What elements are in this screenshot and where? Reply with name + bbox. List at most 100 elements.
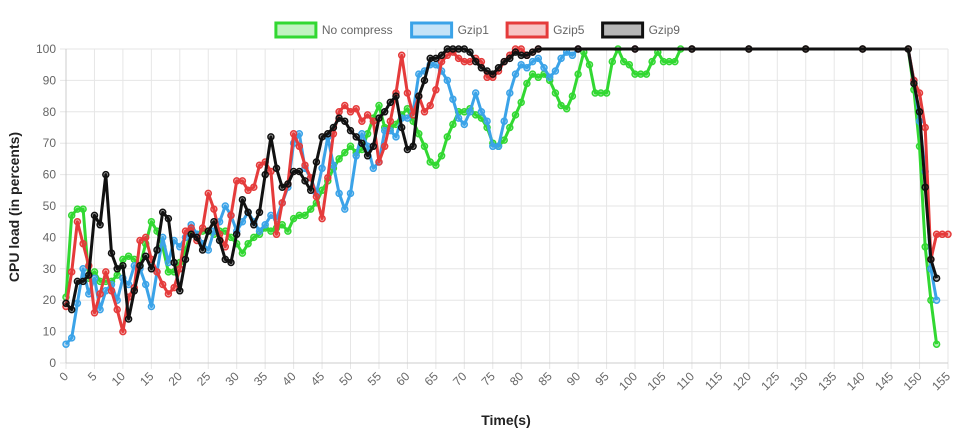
legend-swatch	[274, 21, 318, 39]
x-tick-label: 0	[56, 369, 71, 384]
data-point	[523, 51, 531, 60]
data-point	[107, 249, 116, 257]
data-point	[346, 142, 355, 151]
data-point	[136, 261, 144, 270]
data-point	[921, 243, 929, 251]
data-point	[915, 108, 924, 116]
data-point	[585, 60, 594, 69]
data-point	[306, 205, 315, 213]
data-point	[255, 208, 264, 217]
data-point	[910, 79, 918, 88]
data-point	[119, 261, 127, 270]
data-point	[551, 89, 560, 97]
data-point	[238, 249, 247, 257]
data-point	[403, 114, 412, 122]
legend-swatch	[601, 21, 645, 39]
data-point	[79, 239, 87, 248]
data-point	[261, 170, 269, 179]
x-tick-label: 115	[702, 369, 726, 393]
data-point	[119, 255, 127, 264]
data-point	[278, 199, 286, 207]
data-point	[932, 340, 941, 348]
y-tick-label: 50	[43, 199, 57, 213]
data-point	[352, 152, 360, 160]
data-point	[500, 117, 508, 125]
data-point	[147, 217, 156, 226]
x-tick-label: 25	[194, 369, 214, 389]
data-point	[437, 51, 446, 60]
data-point	[289, 214, 298, 223]
y-tick-label: 0	[49, 356, 56, 370]
data-point	[369, 142, 378, 151]
data-point	[921, 123, 929, 132]
data-point	[454, 54, 463, 63]
x-tick-label: 65	[422, 369, 442, 389]
data-point	[557, 54, 565, 63]
data-point	[62, 340, 70, 348]
x-tick-label: 30	[222, 369, 242, 389]
legend-item-gzip1[interactable]: Gzip1	[410, 21, 490, 39]
data-point	[261, 221, 269, 229]
data-point	[153, 268, 161, 276]
series-gzip5	[62, 45, 952, 336]
legend-item-gzip5[interactable]: Gzip5	[505, 21, 585, 39]
data-point	[176, 287, 184, 295]
data-point	[341, 117, 349, 125]
data-point	[460, 120, 469, 129]
data-point	[238, 177, 247, 185]
data-point	[420, 108, 429, 116]
data-point	[608, 57, 617, 66]
data-point	[119, 327, 127, 336]
data-point	[517, 60, 525, 69]
data-point	[443, 76, 452, 85]
data-point	[534, 45, 543, 53]
legend-item-no-compress[interactable]: No compress	[274, 21, 393, 39]
data-point	[67, 305, 76, 314]
data-point	[540, 64, 548, 72]
x-tick-label: 105	[645, 369, 669, 393]
legend-item-gzip9[interactable]: Gzip9	[601, 21, 681, 39]
data-point	[511, 111, 520, 119]
data-point	[187, 224, 195, 232]
data-point	[375, 158, 383, 166]
series-no-compress	[62, 45, 941, 348]
data-point	[392, 133, 400, 141]
data-point	[136, 236, 144, 245]
data-point	[363, 111, 372, 119]
data-point	[375, 114, 383, 122]
data-point	[927, 255, 935, 264]
data-point	[602, 89, 611, 97]
data-point	[574, 70, 582, 78]
data-point	[386, 98, 395, 107]
data-point	[62, 299, 70, 308]
data-point	[471, 111, 480, 119]
data-point	[335, 189, 343, 198]
data-point	[545, 73, 554, 82]
data-point	[301, 211, 309, 220]
y-tick-label: 20	[43, 293, 57, 307]
data-point	[164, 290, 173, 298]
data-point	[534, 54, 543, 63]
x-tick-label: 95	[592, 369, 612, 389]
legend[interactable]: No compress Gzip1 Gzip5 Gzip9	[274, 21, 681, 39]
data-point	[301, 161, 309, 169]
x-tick-label: 40	[279, 369, 299, 389]
data-point	[79, 265, 87, 273]
legend-swatch	[410, 21, 454, 39]
data-point	[932, 296, 941, 304]
x-tick-label: 85	[535, 369, 555, 389]
data-point	[688, 45, 696, 53]
data-point	[250, 221, 258, 229]
data-point	[312, 158, 321, 166]
data-point	[346, 108, 355, 116]
data-point	[250, 233, 258, 242]
data-point	[466, 48, 474, 56]
data-point	[574, 45, 582, 53]
x-tick-label: 55	[365, 369, 385, 389]
data-point	[141, 233, 150, 242]
y-axis-title: CPU load (in percents)	[6, 132, 22, 282]
data-point	[454, 114, 463, 122]
data-point	[358, 130, 366, 138]
data-point	[420, 76, 429, 85]
